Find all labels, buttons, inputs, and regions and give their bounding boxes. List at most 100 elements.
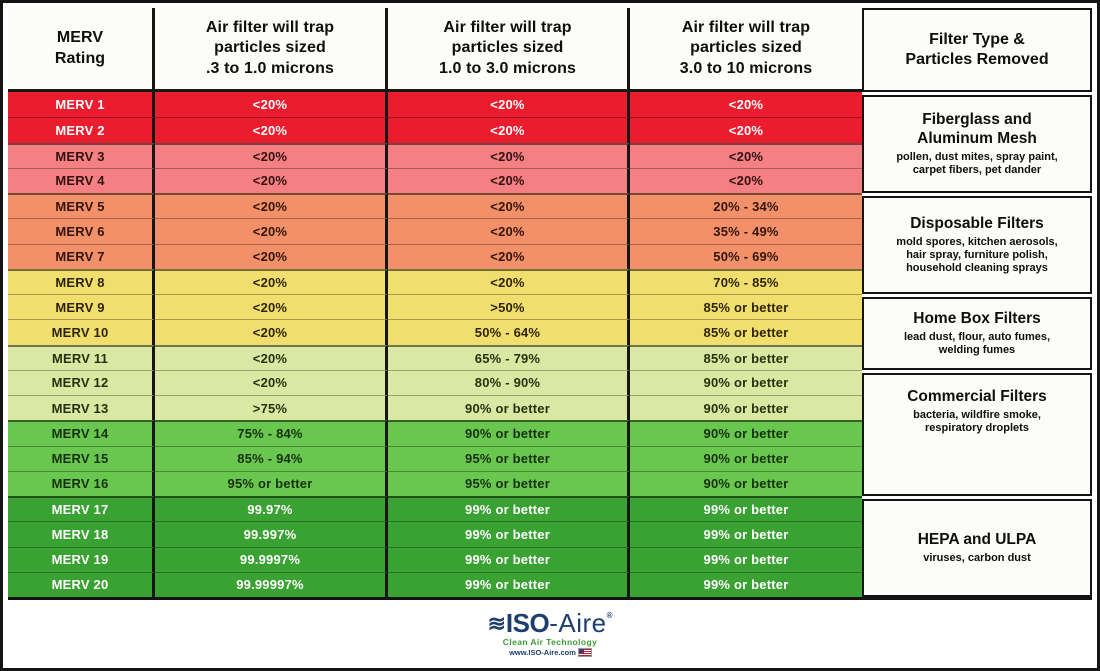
filter-type-box: Commercial Filters bacteria, wildfire smo…	[862, 372, 1092, 496]
registered-mark: ®	[606, 610, 613, 620]
value-cell: 85% or better	[630, 319, 862, 345]
value-cell: <20%	[630, 92, 862, 118]
value-cell: 99% or better	[630, 546, 862, 572]
filter-type-particles: viruses, carbon dust	[923, 552, 1031, 565]
value-cell: 90% or better	[630, 395, 862, 421]
filter-type-title: HEPA and ULPA	[917, 530, 1037, 548]
value-cell: <20%	[388, 218, 630, 244]
value-cell: 85% or better	[630, 294, 862, 320]
value-cell: <20%	[155, 142, 388, 168]
logo-text-iso: ISO	[505, 607, 550, 638]
filter-type-title: Fiberglass and Aluminum Mesh	[917, 110, 1037, 147]
footer: ≋ ISO -Aire ® Clean Air Technology www.ISO-…	[3, 600, 1097, 666]
logo-website: www.ISO-Aire.com	[509, 647, 592, 657]
value-cell: >50%	[388, 294, 630, 320]
value-cell: <20%	[155, 369, 388, 395]
merv-rating-cell: MERV 17	[8, 496, 155, 522]
value-cell: 99% or better	[630, 571, 862, 597]
value-cell: 75% - 84%	[155, 420, 388, 446]
column-header-particles-03-10: Air filter will trap particles sized .3 …	[155, 8, 388, 92]
value-cell: <20%	[388, 268, 630, 294]
value-cell: 20% - 34%	[630, 193, 862, 219]
filter-type-title: Commercial Filters	[907, 387, 1047, 405]
value-cell: <20%	[388, 142, 630, 168]
merv-rating-cell: MERV 6	[8, 218, 155, 244]
merv-rating-cell: MERV 15	[8, 445, 155, 471]
value-cell: <20%	[630, 167, 862, 193]
value-cell: <20%	[155, 218, 388, 244]
value-cell: 50% - 64%	[388, 319, 630, 345]
value-cell: 99.997%	[155, 521, 388, 547]
logo-text-aire: -Aire	[549, 607, 607, 638]
merv-rating-cell: MERV 8	[8, 268, 155, 294]
merv-rating-cell: MERV 18	[8, 521, 155, 547]
value-cell: 99.97%	[155, 496, 388, 522]
value-cell: <20%	[155, 92, 388, 118]
merv-grid: MERV Rating Air filter will trap particl…	[8, 8, 862, 597]
filter-type-box: Fiberglass and Aluminum Mesh pollen, dust…	[862, 95, 1092, 193]
merv-rating-cell: MERV 2	[8, 117, 155, 143]
value-cell: 99% or better	[388, 496, 630, 522]
column-header-particles-10-30: Air filter will trap particles sized 1.0…	[388, 8, 630, 92]
merv-rating-cell: MERV 5	[8, 193, 155, 219]
iso-aire-logo: ≋ ISO -Aire ®	[487, 610, 612, 636]
filter-type-particles: bacteria, wildfire smoke, respiratory dr…	[913, 409, 1041, 435]
merv-rating-cell: MERV 12	[8, 369, 155, 395]
value-cell: <20%	[155, 117, 388, 143]
value-cell: <20%	[155, 243, 388, 269]
merv-rating-cell: MERV 19	[8, 546, 155, 572]
column-header-merv-rating: MERV Rating	[8, 8, 155, 92]
value-cell: 99% or better	[630, 496, 862, 522]
merv-table: MERV Rating Air filter will trap particl…	[8, 8, 1092, 600]
value-cell: 99% or better	[630, 521, 862, 547]
value-cell: 99% or better	[388, 521, 630, 547]
website-text: www.ISO-Aire.com	[509, 647, 576, 657]
wave-icon: ≋	[487, 610, 506, 636]
merv-rating-cell: MERV 14	[8, 420, 155, 446]
value-cell: 85% - 94%	[155, 445, 388, 471]
value-cell: <20%	[155, 193, 388, 219]
column-header-particles-30-100: Air filter will trap particles sized 3.0…	[630, 8, 862, 92]
filter-type-title: Home Box Filters	[913, 309, 1041, 327]
value-cell: <20%	[630, 117, 862, 143]
merv-rating-cell: MERV 9	[8, 294, 155, 320]
column-header-filter-type: Filter Type & Particles Removed	[862, 8, 1092, 92]
merv-rating-cell: MERV 7	[8, 243, 155, 269]
value-cell: <20%	[155, 319, 388, 345]
filter-type-box: HEPA and ULPA viruses, carbon dust	[862, 499, 1092, 597]
merv-rating-cell: MERV 1	[8, 92, 155, 118]
value-cell: 90% or better	[630, 420, 862, 446]
value-cell: 35% - 49%	[630, 218, 862, 244]
merv-rating-cell: MERV 16	[8, 470, 155, 496]
value-cell: >75%	[155, 395, 388, 421]
value-cell: <20%	[630, 142, 862, 168]
value-cell: 85% or better	[630, 344, 862, 370]
value-cell: 90% or better	[388, 420, 630, 446]
value-cell: 70% - 85%	[630, 268, 862, 294]
value-cell: 99% or better	[388, 546, 630, 572]
value-cell: 95% or better	[388, 445, 630, 471]
value-cell: 99.99997%	[155, 571, 388, 597]
value-cell: <20%	[155, 167, 388, 193]
value-cell: <20%	[155, 344, 388, 370]
filter-type-particles: lead dust, flour, auto fumes, welding fu…	[903, 331, 1051, 357]
merv-rating-cell: MERV 3	[8, 142, 155, 168]
value-cell: 80% - 90%	[388, 369, 630, 395]
value-cell: 95% or better	[155, 470, 388, 496]
value-cell: <20%	[155, 294, 388, 320]
logo-tagline: Clean Air Technology	[502, 636, 598, 647]
value-cell: <20%	[388, 193, 630, 219]
value-cell: <20%	[388, 243, 630, 269]
filter-type-title: Disposable Filters	[910, 214, 1044, 232]
value-cell: 50% - 69%	[630, 243, 862, 269]
value-cell: <20%	[388, 117, 630, 143]
value-cell: 90% or better	[630, 445, 862, 471]
value-cell: 90% or better	[630, 470, 862, 496]
filter-type-box: Disposable Filters mold spores, kitchen a…	[862, 196, 1092, 294]
merv-rating-cell: MERV 10	[8, 319, 155, 345]
merv-rating-cell: MERV 20	[8, 571, 155, 597]
merv-rating-cell: MERV 11	[8, 344, 155, 370]
merv-rating-cell: MERV 13	[8, 395, 155, 421]
us-flag-icon	[577, 647, 592, 657]
value-cell: <20%	[388, 92, 630, 118]
